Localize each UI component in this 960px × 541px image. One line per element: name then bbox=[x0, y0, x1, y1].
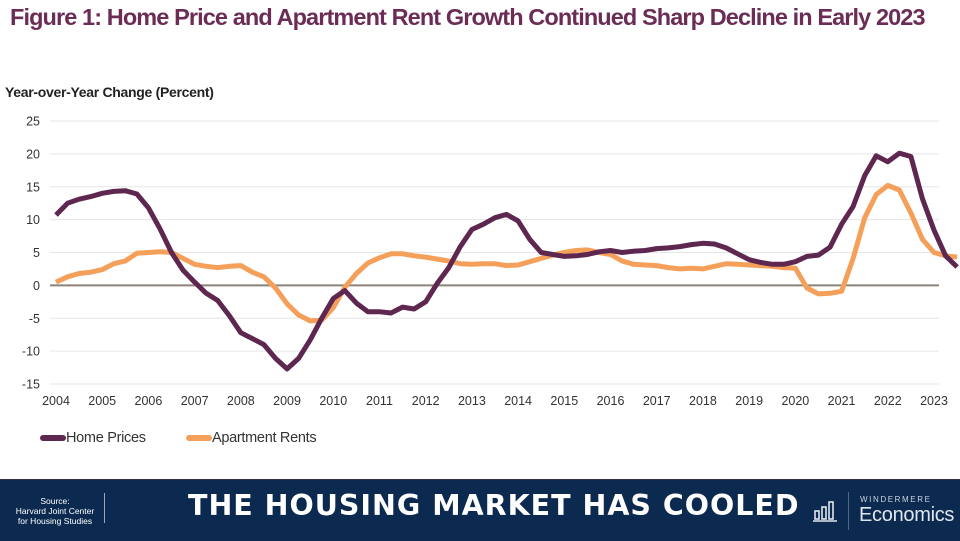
x-tick-label: 2023 bbox=[920, 394, 948, 408]
x-tick-label: 2005 bbox=[88, 394, 116, 408]
chart-title: Figure 1: Home Price and Apartment Rent … bbox=[10, 4, 926, 30]
footer-banner: Source: Harvard Joint Center for Housing… bbox=[0, 479, 960, 541]
x-tick-label: 2007 bbox=[181, 394, 209, 408]
bar-chart-icon bbox=[813, 501, 837, 522]
x-tick-label: 2017 bbox=[643, 394, 671, 408]
y-tick-label: -15 bbox=[22, 378, 40, 392]
x-tick-label: 2010 bbox=[319, 394, 347, 408]
x-tick-label: 2008 bbox=[227, 394, 255, 408]
x-tick-label: 2004 bbox=[42, 394, 70, 408]
series-line-apartment-rents bbox=[54, 182, 958, 324]
gridlines bbox=[50, 120, 939, 385]
legend-label: Apartment Rents bbox=[212, 430, 317, 446]
x-tick-label: 2015 bbox=[550, 394, 578, 408]
series-lines bbox=[54, 150, 959, 372]
y-tick-label: 10 bbox=[26, 213, 40, 227]
legend-swatch-apartment-rents bbox=[186, 435, 212, 441]
x-tick-label: 2014 bbox=[504, 394, 532, 408]
x-tick-label: 2013 bbox=[458, 394, 486, 408]
series-line-home-prices bbox=[54, 150, 959, 372]
y-tick-label: -10 bbox=[22, 345, 40, 359]
x-tick-label: 2018 bbox=[689, 394, 717, 408]
source-line: Source: bbox=[40, 496, 70, 506]
divider bbox=[104, 493, 105, 523]
source-line: Harvard Joint Center bbox=[15, 506, 95, 516]
y-tick-labels: 25 20 15 10 5 0 -5 -10 -15 bbox=[22, 115, 40, 392]
x-tick-label: 2020 bbox=[781, 394, 809, 408]
y-tick-label: 15 bbox=[26, 180, 40, 194]
x-tick-label: 2019 bbox=[735, 394, 763, 408]
x-tick-label: 2011 bbox=[366, 394, 393, 408]
y-tick-label: -5 bbox=[29, 312, 40, 326]
x-tick-label: 2016 bbox=[597, 394, 625, 408]
source-note: Source: Harvard Joint Center for Housing… bbox=[10, 496, 100, 526]
brand-subtitle: Economics bbox=[859, 504, 955, 526]
y-tick-label: 5 bbox=[33, 246, 40, 260]
y-axis-label: Year-over-Year Change (Percent) bbox=[5, 84, 214, 100]
y-tick-label: 25 bbox=[26, 115, 40, 129]
x-tick-label: 2012 bbox=[412, 394, 440, 408]
y-tick-label: 0 bbox=[33, 279, 40, 293]
x-tick-label: 2009 bbox=[273, 394, 301, 408]
brand-name: WINDERMERE bbox=[860, 495, 932, 504]
legend-item-home-prices[interactable]: Home Prices bbox=[40, 430, 146, 446]
source-line: for Housing Studies bbox=[17, 516, 93, 526]
divider bbox=[848, 492, 849, 530]
x-tick-label: 2021 bbox=[828, 394, 856, 408]
footer-headline: THE HOUSING MARKET HAS COOLED bbox=[188, 489, 800, 522]
y-tick-label: 20 bbox=[26, 147, 40, 161]
x-tick-labels: 2004 2005 2006 2007 2008 2009 2010 2011 2012 2013… bbox=[42, 394, 948, 408]
legend-label: Home Prices bbox=[66, 430, 146, 446]
x-tick-label: 2006 bbox=[135, 394, 163, 408]
legend-swatch-home-prices bbox=[40, 435, 66, 441]
legend-item-apartment-rents[interactable]: Apartment Rents bbox=[186, 430, 317, 446]
x-tick-label: 2022 bbox=[874, 394, 902, 408]
